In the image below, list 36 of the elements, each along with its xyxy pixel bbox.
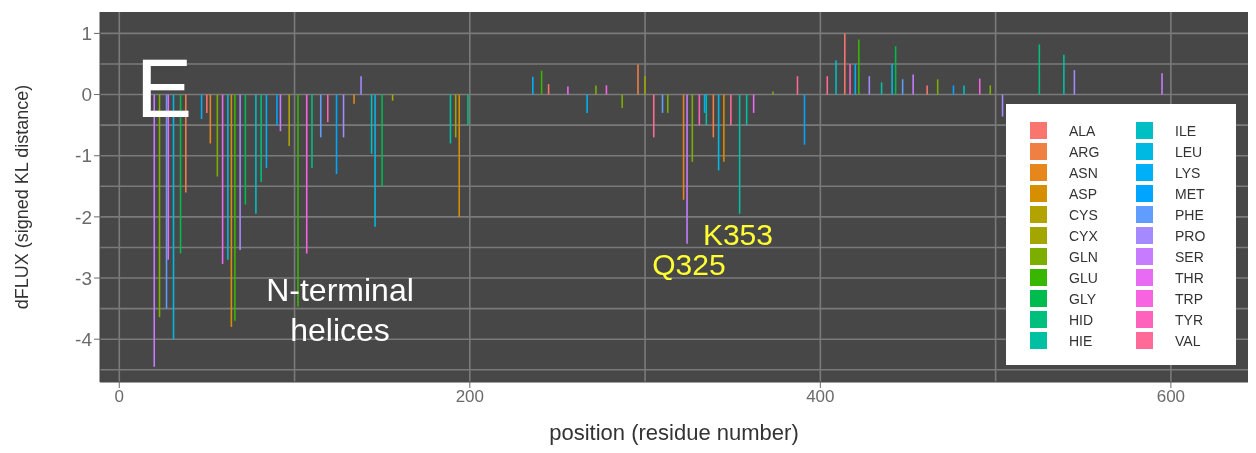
legend-label: ASP — [1069, 185, 1098, 202]
legend-label: GLN — [1069, 248, 1098, 265]
legend-label: GLU — [1069, 269, 1098, 286]
y-tick-label: -2 — [75, 206, 92, 228]
legend-label: SER — [1175, 248, 1204, 265]
legend-label: ILE — [1175, 122, 1197, 139]
x-tick-label: 200 — [455, 387, 484, 407]
legend-label: CYX — [1069, 227, 1098, 244]
legend-label: GLY — [1069, 290, 1096, 307]
legend-label: PRO — [1175, 227, 1206, 244]
y-tick-label: -1 — [75, 145, 92, 167]
annotation: E — [135, 40, 193, 137]
legend-label: PHE — [1175, 206, 1204, 223]
legend-label: LEU — [1175, 143, 1203, 160]
x-tick-label: 400 — [806, 387, 835, 407]
legend-label: VAL — [1175, 332, 1201, 349]
x-axis-title: position (residue number) — [549, 420, 799, 445]
legend-label: HID — [1069, 311, 1094, 328]
legend-label: ALA — [1069, 122, 1096, 139]
legend-label: MET — [1175, 185, 1205, 202]
legend-label: TRP — [1175, 290, 1203, 307]
annotation: N-terminal helices — [265, 271, 415, 350]
legend-label: TYR — [1175, 311, 1203, 328]
legend-label: LYS — [1175, 164, 1201, 181]
legend-label: ARG — [1069, 143, 1100, 160]
legend-label: HIE — [1069, 332, 1093, 349]
x-tick-label: 600 — [1156, 387, 1186, 407]
legend-label: CYS — [1069, 206, 1098, 223]
y-axis-title: dFLUX (signed KL distance) — [12, 84, 33, 310]
legend-label: THR — [1175, 269, 1204, 286]
y-tick-label: 0 — [81, 84, 92, 106]
x-tick-label: 0 — [114, 387, 125, 407]
y-tick-label: -3 — [75, 267, 92, 289]
y-tick-label: 1 — [81, 23, 92, 45]
legend-label: ASN — [1069, 164, 1098, 181]
y-tick-label: -4 — [75, 328, 93, 350]
